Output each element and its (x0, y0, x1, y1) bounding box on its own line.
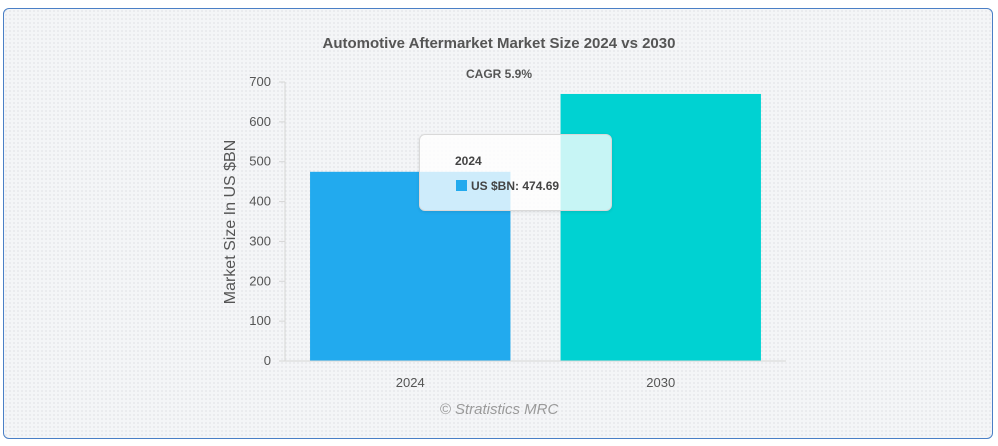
y-tick-label: 700 (249, 74, 271, 89)
tooltip-row: US $BN: 474.69 (456, 179, 559, 193)
x-tick-label: 2030 (646, 375, 675, 390)
y-tick-label: 0 (264, 353, 271, 368)
y-axis: 0 100 200 300 400 500 600 700 (249, 74, 286, 368)
y-tick-label: 100 (249, 313, 271, 328)
y-tick-label: 500 (249, 154, 271, 169)
chart-subtitle: CAGR 5.9% (465, 67, 533, 81)
x-tick-label: 2024 (396, 375, 425, 390)
tooltip-title: 2024 (455, 154, 482, 168)
chart-title: Automotive Aftermarket Market Size 2024 … (322, 35, 676, 52)
y-axis-title: Market Size In US $BN (222, 140, 239, 305)
x-axis: 2024 2030 (285, 360, 786, 390)
tooltip-value: 474.69 (522, 179, 560, 193)
tooltip-swatch (456, 180, 467, 191)
y-tick-label: 300 (249, 233, 271, 248)
y-tick-label: 200 (249, 273, 271, 288)
watermark: © Stratistics MRC (439, 401, 559, 418)
tooltip: 2024 US $BN: 474.69 (419, 134, 612, 211)
tooltip-series-label: US $BN (471, 179, 516, 193)
y-tick-label: 400 (249, 194, 271, 209)
tooltip-separator: : (515, 179, 523, 193)
y-tick-label: 600 (249, 114, 271, 129)
